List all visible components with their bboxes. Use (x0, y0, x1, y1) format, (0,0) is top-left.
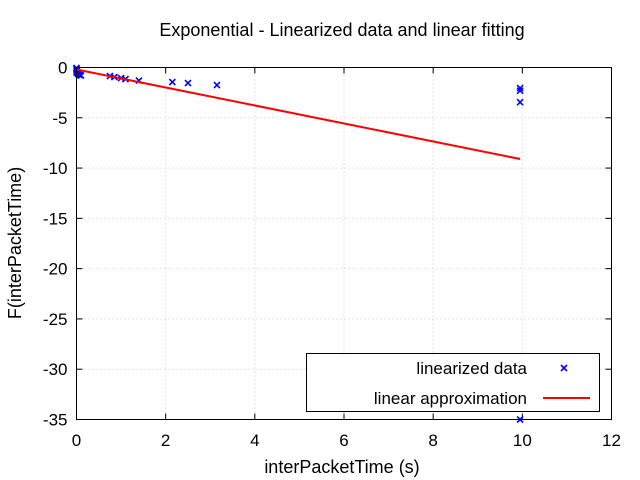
marker-stroke (516, 98, 524, 106)
x-tick-label: 2 (161, 431, 170, 450)
marker-stroke (560, 364, 568, 372)
legend: linearized data linear approximation (306, 353, 600, 412)
grid (76, 67, 612, 420)
y-tick-label: -25 (43, 310, 68, 329)
marker-stroke (516, 87, 524, 95)
y-tick-label: -5 (52, 109, 67, 128)
data-point (516, 87, 524, 95)
legend-marker-x (560, 364, 568, 372)
data-point (213, 81, 221, 89)
x-tick-label: 12 (602, 431, 621, 450)
x-tick-label: 10 (513, 431, 532, 450)
y-tick-label: -10 (43, 159, 68, 178)
x-axis-label: interPacketTime (s) (264, 457, 419, 477)
chart-title: Exponential - Linearized data and linear… (159, 20, 524, 40)
x-tick-label: 6 (339, 431, 348, 450)
marker-stroke (77, 71, 85, 80)
data-point (516, 98, 524, 106)
data-point (184, 79, 192, 87)
data-point (168, 78, 176, 86)
y-tick-label: 0 (58, 59, 67, 78)
marker-stroke (184, 79, 192, 87)
tick-labels: 0 2 4 6 8 10 12 0 -5 -10 -15 -20 -25 -30 -35 (43, 59, 621, 451)
y-tick-label: -30 (43, 360, 68, 379)
y-tick-label: -20 (43, 260, 68, 279)
plot-frame (76, 67, 612, 420)
plot-area (72, 64, 524, 424)
legend-label-linear-approximation: linear approximation (374, 389, 527, 408)
legend-x-marker (560, 364, 568, 372)
y-tick-label: -35 (43, 411, 68, 430)
x-tick-label: 4 (250, 431, 259, 450)
x-tick-label: 8 (428, 431, 437, 450)
marker-stroke (168, 78, 176, 86)
y-tick-label: -15 (43, 209, 68, 228)
data-point (77, 71, 85, 80)
linear-approximation-line (76, 68, 521, 161)
marker-stroke (213, 81, 221, 89)
x-tick-label: 0 (72, 431, 81, 450)
y-axis-label: F(interPacketTime) (5, 167, 25, 319)
data-point (516, 84, 524, 92)
legend-label-linearized-data: linearized data (416, 359, 527, 378)
marker-stroke (516, 84, 524, 92)
legend-box (306, 353, 600, 412)
